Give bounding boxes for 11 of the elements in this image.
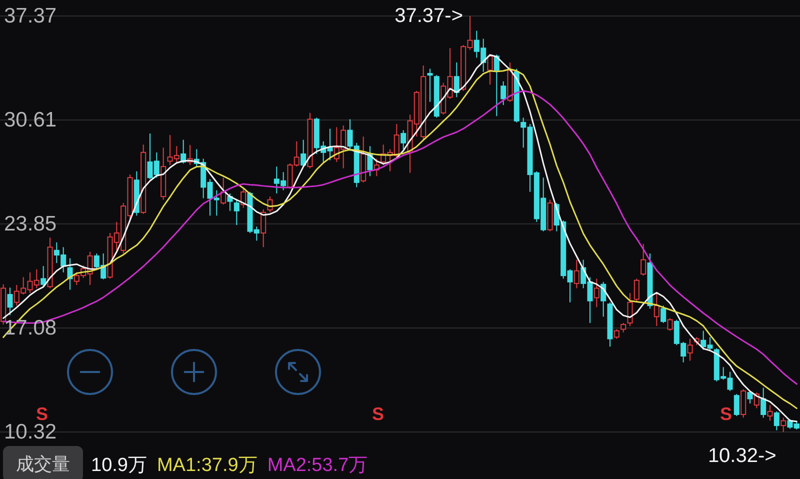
annotation: MA2:53.7万 [267, 455, 368, 476]
annotation: 37.37-> [394, 5, 463, 27]
y-tick-label: 23.85 [4, 212, 57, 236]
annotation: 10.32-> [708, 445, 776, 467]
y-tick-label: 37.37 [4, 4, 57, 28]
annotation: S [720, 404, 732, 424]
annotation: 10.9万 [91, 455, 147, 476]
annotation: S [372, 404, 384, 424]
annotation: MA1:37.9万 [156, 455, 258, 476]
y-tick-label: 30.61 [4, 108, 57, 132]
annotation: 成交量 [16, 454, 70, 474]
